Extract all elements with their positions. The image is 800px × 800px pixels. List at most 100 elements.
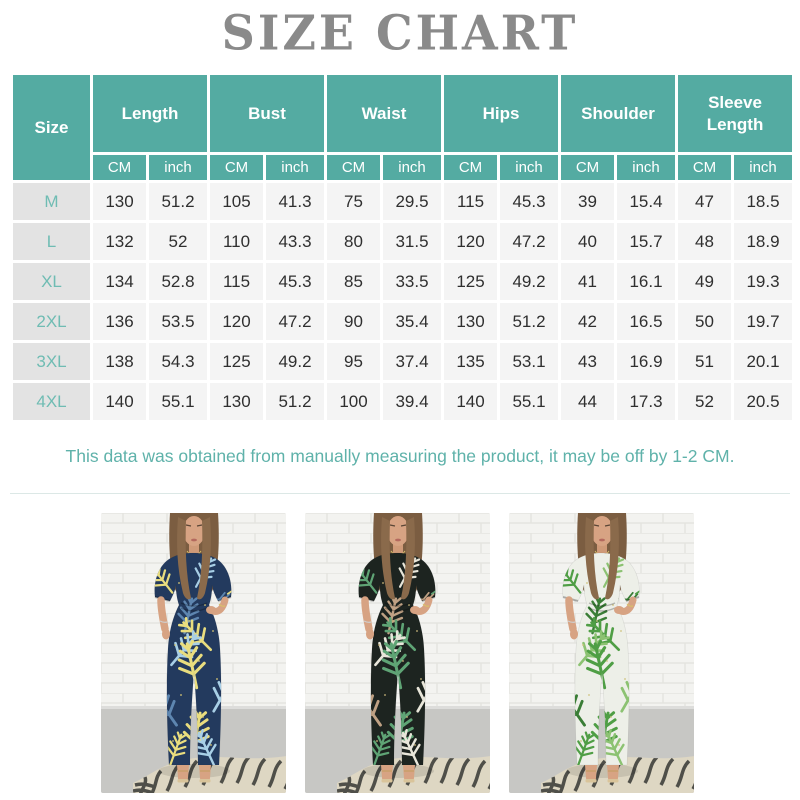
size-chart-table: Size Length Bust Waist Hips Shoulder Sle… — [10, 72, 796, 423]
cell-shoulder-cm: 43 — [558, 340, 617, 383]
cell-waist-inch: 37.4 — [380, 340, 444, 383]
unit-header-inch: inch — [731, 152, 796, 183]
column-header-shoulder: Shoulder — [557, 72, 679, 155]
cell-sleeve-inch: 19.3 — [731, 260, 796, 303]
cell-waist-inch: 35.4 — [380, 300, 444, 343]
cell-waist-inch: 33.5 — [380, 260, 444, 303]
cell-hips-inch: 51.2 — [497, 300, 561, 343]
unit-header-inch: inch — [613, 152, 679, 183]
cell-shoulder-inch: 16.1 — [613, 260, 679, 303]
cell-length-inch: 52.8 — [146, 260, 210, 303]
cell-bust-cm: 125 — [207, 340, 266, 383]
unit-header-row: CM inch CM inch CM inch CM inch CM inch … — [12, 152, 796, 183]
cell-waist-inch: 29.5 — [380, 180, 444, 223]
cell-sleeve-inch: 18.5 — [731, 180, 796, 223]
cell-bust-cm: 115 — [207, 260, 266, 303]
column-header-waist: Waist — [324, 72, 444, 155]
cell-shoulder-inch: 15.4 — [613, 180, 679, 223]
cell-hips-cm: 115 — [441, 180, 500, 223]
table-row-2xl: 2XL 136 53.5 120 47.2 90 35.4 130 51.2 4… — [10, 300, 796, 343]
unit-header-inch: inch — [146, 152, 210, 183]
cell-length-inch: 52 — [146, 220, 210, 263]
unit-header-cm: CM — [558, 152, 617, 183]
cell-sleeve-inch: 20.5 — [731, 380, 796, 423]
cell-length-cm: 134 — [90, 260, 149, 303]
cell-waist-cm: 90 — [324, 300, 383, 343]
table-row-l: L 132 52 110 43.3 80 31.5 120 47.2 40 15… — [10, 220, 796, 263]
size-chart-table-wrap: Size Length Bust Waist Hips Shoulder Sle… — [10, 72, 796, 423]
cell-shoulder-inch: 16.9 — [613, 340, 679, 383]
model — [543, 513, 660, 783]
cell-waist-cm: 100 — [324, 380, 383, 423]
cell-hips-inch: 53.1 — [497, 340, 561, 383]
cell-shoulder-cm: 40 — [558, 220, 617, 263]
unit-header-cm: CM — [207, 152, 266, 183]
size-label: M — [10, 180, 93, 223]
unit-header-inch: inch — [380, 152, 444, 183]
cell-shoulder-inch: 15.7 — [613, 220, 679, 263]
cell-bust-inch: 41.3 — [263, 180, 327, 223]
size-label: 2XL — [10, 300, 93, 343]
cell-sleeve-cm: 48 — [675, 220, 735, 263]
product-photo-white-green — [509, 513, 694, 793]
cell-length-cm: 136 — [90, 300, 149, 343]
cell-length-cm: 130 — [90, 180, 149, 223]
product-photo-navy — [101, 513, 286, 793]
cell-bust-cm: 110 — [207, 220, 266, 263]
cell-sleeve-inch: 20.1 — [731, 340, 796, 383]
cell-sleeve-cm: 52 — [675, 380, 735, 423]
cell-length-cm: 140 — [90, 380, 149, 423]
cell-bust-cm: 105 — [207, 180, 266, 223]
page-title: SIZE CHART — [221, 4, 579, 62]
cell-length-inch: 54.3 — [146, 340, 210, 383]
product-photo-black-green — [305, 513, 490, 793]
cell-shoulder-cm: 39 — [558, 180, 617, 223]
table-row-3xl: 3XL 138 54.3 125 49.2 95 37.4 135 53.1 4… — [10, 340, 796, 383]
cell-shoulder-cm: 42 — [558, 300, 617, 343]
group-header-row: Size Length Bust Waist Hips Shoulder Sle… — [10, 72, 796, 183]
cell-hips-cm: 125 — [441, 260, 500, 303]
cell-sleeve-cm: 50 — [675, 300, 735, 343]
cell-hips-inch: 47.2 — [497, 220, 561, 263]
unit-header-inch: inch — [263, 152, 327, 183]
cell-length-cm: 132 — [90, 220, 149, 263]
cell-bust-inch: 51.2 — [263, 380, 327, 423]
cell-hips-inch: 45.3 — [497, 180, 561, 223]
cell-sleeve-inch: 18.9 — [731, 220, 796, 263]
cell-waist-inch: 39.4 — [380, 380, 444, 423]
column-header-sleeve-length: Sleeve Length — [675, 72, 796, 155]
table-row-4xl: 4XL 140 55.1 130 51.2 100 39.4 140 55.1 … — [10, 380, 796, 423]
size-label: 3XL — [10, 340, 93, 383]
cell-waist-inch: 31.5 — [380, 220, 444, 263]
measurement-note: This data was obtained from manually mea… — [10, 420, 790, 494]
cell-hips-cm: 140 — [441, 380, 500, 423]
cell-hips-inch: 49.2 — [497, 260, 561, 303]
unit-header-cm: CM — [675, 152, 735, 183]
cell-length-cm: 138 — [90, 340, 149, 383]
cell-shoulder-inch: 16.5 — [613, 300, 679, 343]
size-label: XL — [10, 260, 93, 303]
cell-bust-inch: 47.2 — [263, 300, 327, 343]
cell-hips-inch: 55.1 — [497, 380, 561, 423]
cell-waist-cm: 75 — [324, 180, 383, 223]
cell-length-inch: 53.5 — [146, 300, 210, 343]
cell-waist-cm: 85 — [324, 260, 383, 303]
cell-sleeve-cm: 47 — [675, 180, 735, 223]
column-header-length: Length — [90, 72, 210, 155]
cell-sleeve-inch: 19.7 — [731, 300, 796, 343]
cell-length-inch: 55.1 — [146, 380, 210, 423]
unit-header-inch: inch — [497, 152, 561, 183]
cell-sleeve-cm: 49 — [675, 260, 735, 303]
cell-bust-inch: 49.2 — [263, 340, 327, 383]
cell-hips-cm: 135 — [441, 340, 500, 383]
size-label: 4XL — [10, 380, 93, 423]
cell-length-inch: 51.2 — [146, 180, 210, 223]
unit-header-cm: CM — [324, 152, 383, 183]
cell-bust-inch: 43.3 — [263, 220, 327, 263]
table-row-m: M 130 51.2 105 41.3 75 29.5 115 45.3 39 … — [10, 180, 796, 223]
cell-bust-inch: 45.3 — [263, 260, 327, 303]
cell-shoulder-inch: 17.3 — [613, 380, 679, 423]
cell-shoulder-cm: 44 — [558, 380, 617, 423]
cell-hips-cm: 130 — [441, 300, 500, 343]
